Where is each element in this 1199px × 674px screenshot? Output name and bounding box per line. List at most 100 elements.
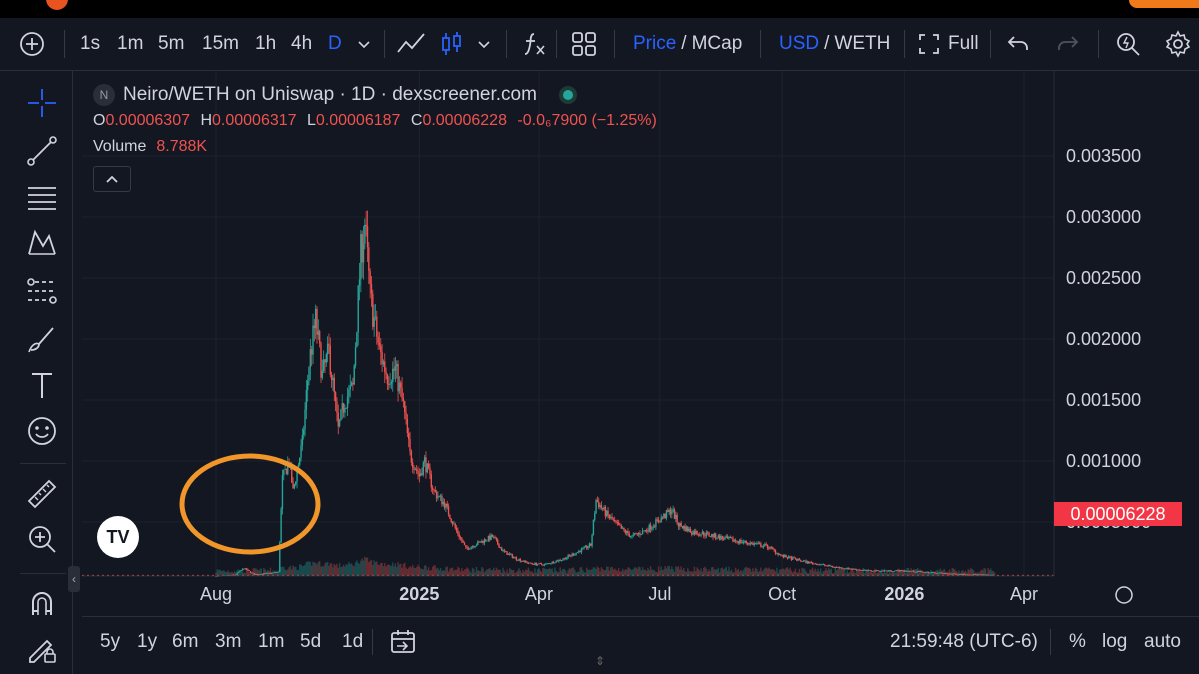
candle-body (897, 570, 899, 572)
candle-body (552, 561, 555, 564)
candle-body (512, 557, 515, 558)
volume-bar (773, 569, 775, 576)
indicators-button[interactable] (522, 18, 548, 70)
volume-bar (374, 562, 377, 576)
candle-body (560, 560, 563, 561)
volume-bar (364, 556, 366, 576)
timeframe-1h[interactable]: 1h (255, 33, 277, 54)
volume-bar (417, 564, 419, 576)
volume-bar (515, 571, 518, 576)
candles-style-button[interactable] (440, 18, 464, 70)
candle-body (544, 563, 547, 565)
timeframe-15m[interactable]: 15m (202, 33, 239, 54)
candle-body (609, 516, 612, 518)
timeframe-dropdown[interactable] (356, 18, 372, 70)
settings-button[interactable] (1164, 18, 1192, 70)
candle-body (672, 509, 674, 512)
tradingview-logo[interactable]: TV (97, 516, 139, 558)
candle-body (454, 523, 456, 528)
measure-tool[interactable] (22, 474, 62, 514)
volume-bar (398, 564, 401, 576)
volume-value: 8.788K (156, 138, 208, 155)
volume-bar (827, 568, 830, 576)
brush-tool[interactable] (22, 319, 62, 359)
candle-body (511, 554, 514, 558)
quick-search-button[interactable] (1114, 18, 1142, 70)
forecast-tool[interactable] (22, 271, 62, 311)
range-1y[interactable]: 1y (137, 631, 158, 652)
volume-bar (819, 568, 822, 576)
goto-date-button[interactable] (389, 617, 417, 667)
range-3m[interactable]: 3m (215, 631, 242, 652)
volume-bar (443, 570, 446, 576)
emoji-tool[interactable] (22, 411, 62, 451)
timeframe-1s[interactable]: 1s (80, 33, 101, 54)
candle-body (687, 526, 689, 532)
mcap-option[interactable]: MCap (691, 33, 743, 54)
price-option[interactable]: Price (633, 33, 677, 54)
axis-settings-button[interactable] (1115, 586, 1133, 604)
undo-button[interactable] (1006, 18, 1032, 70)
candle-body (764, 544, 766, 546)
range-5y[interactable]: 5y (100, 631, 121, 652)
candle-body (519, 559, 522, 562)
volume-bar (928, 572, 931, 576)
auto-scale-toggle[interactable]: auto (1144, 631, 1181, 652)
pair-title[interactable]: Neiro/WETH on Uniswap · 1D · dexscreener… (123, 84, 537, 105)
range-1d[interactable]: 1d (342, 631, 364, 652)
layouts-button[interactable] (571, 18, 597, 70)
usd-option[interactable]: USD (779, 33, 820, 54)
candle-body (318, 331, 321, 344)
timeframe-5m[interactable]: 5m (158, 33, 185, 54)
line-style-button[interactable] (396, 18, 428, 70)
range-1m[interactable]: 1m (258, 631, 285, 652)
candle-body (878, 570, 880, 572)
range-6m[interactable]: 6m (172, 631, 199, 652)
price-mcap-toggle[interactable]: Price / MCap (633, 18, 742, 70)
weth-option[interactable]: WETH (834, 33, 891, 54)
crosshair-tool[interactable] (22, 83, 62, 123)
candle-body (538, 563, 540, 565)
volume-bar (713, 569, 716, 576)
timeframe-4h[interactable]: 4h (291, 33, 313, 54)
fullscreen-button[interactable]: Full (918, 18, 979, 70)
resize-handle-icon[interactable]: ⇕ (594, 654, 606, 668)
volume-bar (943, 568, 945, 576)
currency-toggle[interactable]: USD / WETH (779, 18, 890, 70)
percent-scale-toggle[interactable]: % (1069, 631, 1086, 652)
volume-bar (475, 566, 478, 576)
price-chart[interactable]: 0.003500 0.003000 0.002500 0.002000 0.001500… (0, 0, 1199, 616)
volume-bar (871, 572, 874, 576)
price-tick-label: 0.002000 (1066, 329, 1141, 349)
candle-body (514, 557, 516, 558)
redo-button[interactable] (1054, 18, 1080, 70)
candle-body (470, 546, 472, 549)
lock-drawing-tool[interactable] (22, 629, 62, 669)
volume-bar (407, 567, 410, 576)
volume-bar (494, 570, 496, 576)
range-5d[interactable]: 5d (300, 631, 322, 652)
bottom-divider (372, 617, 373, 667)
timeframe-1m[interactable]: 1m (117, 33, 144, 54)
collapse-legend-button[interactable] (93, 166, 131, 192)
volume-bar (239, 572, 241, 576)
candle-body (768, 548, 770, 549)
collapse-sidebar-button[interactable]: ‹ (68, 566, 80, 592)
add-symbol-button[interactable] (18, 18, 46, 70)
log-scale-toggle[interactable]: log (1102, 631, 1128, 652)
clock-timezone[interactable]: 21:59:48 (UTC-6) (890, 631, 1038, 652)
timeframe-d[interactable]: D (328, 33, 342, 54)
candle-body (944, 573, 947, 574)
volume-bar (733, 572, 735, 576)
zoom-tool[interactable] (22, 519, 62, 559)
volume-bar (729, 571, 732, 576)
volume-bar (579, 567, 581, 576)
magnet-tool[interactable] (22, 584, 62, 624)
pattern-tool[interactable] (22, 223, 62, 263)
text-tool[interactable] (22, 365, 62, 405)
fib-tool[interactable] (22, 178, 62, 218)
candle-body (749, 542, 751, 545)
browser-action-button[interactable] (1129, 0, 1199, 8)
chart-style-dropdown[interactable] (476, 18, 492, 70)
trend-line-tool[interactable] (22, 131, 62, 171)
